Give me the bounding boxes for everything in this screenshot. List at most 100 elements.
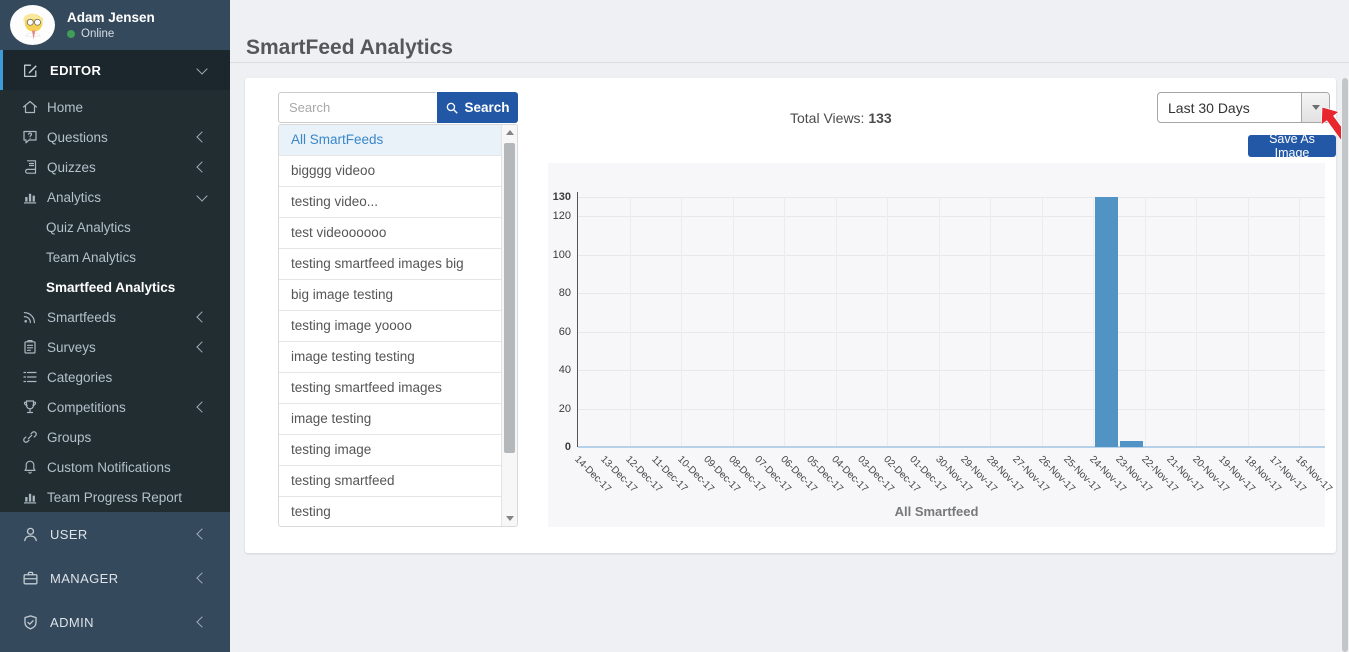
gridline-v	[681, 197, 683, 447]
sidebar-section-editor-label: EDITOR	[50, 62, 102, 78]
smartfeed-list-item[interactable]: bigggg videoo	[279, 156, 501, 187]
sidebar-item-team-analytics[interactable]: Team Analytics	[0, 242, 230, 272]
sidebar-section-manager[interactable]: MANAGER	[0, 556, 230, 600]
bell-icon	[22, 459, 38, 475]
gridline-h	[578, 197, 1325, 198]
sidebar-item-quizzes[interactable]: Quizzes	[0, 152, 230, 182]
total-views-value: 133	[868, 110, 892, 126]
chevron-left-icon	[196, 341, 208, 353]
gridline-v	[732, 197, 734, 447]
gridline-v	[784, 197, 786, 447]
trophy-icon	[22, 399, 38, 415]
smartfeed-list-item[interactable]: testing smartfeed	[279, 466, 501, 497]
sidebar-bottom-sections: USER MANAGER ADMIN	[0, 512, 230, 644]
scroll-up-icon[interactable]	[502, 125, 517, 140]
sidebar-section-label: USER	[50, 526, 88, 542]
gridline-v	[1247, 197, 1249, 447]
chevron-left-icon	[196, 311, 208, 323]
sidebar-item-label: Smartfeeds	[47, 309, 117, 325]
search-button[interactable]: Search	[437, 92, 518, 123]
sidebar-item-groups[interactable]: Groups	[0, 422, 230, 452]
search-input[interactable]	[278, 92, 436, 123]
y-axis-tick-label: 20	[558, 402, 571, 415]
avatar	[10, 5, 55, 45]
sidebar-item-home[interactable]: Home	[0, 92, 230, 122]
search-button-label: Search	[464, 100, 510, 115]
sidebar-item-label: Smartfeed Analytics	[46, 279, 176, 295]
save-as-image-button[interactable]: Save As Image	[1248, 132, 1336, 160]
date-range-dropdown[interactable]: Last 30 Days	[1157, 92, 1330, 123]
gridline-h	[578, 254, 1325, 256]
gridline-v	[1041, 197, 1043, 447]
sidebar-item-label: Questions	[47, 129, 108, 145]
avatar-image	[13, 7, 52, 43]
sidebar-section-admin[interactable]: ADMIN	[0, 600, 230, 644]
edit-icon	[22, 62, 39, 79]
smartfeed-list-item[interactable]: image testing	[279, 404, 501, 435]
sidebar-section-user[interactable]: USER	[0, 512, 230, 556]
y-axis-tick-label: 60	[558, 325, 571, 338]
scroll-down-icon[interactable]	[502, 511, 517, 526]
total-views-label: Total Views:	[790, 110, 865, 126]
user-status-label: Online	[81, 28, 115, 40]
gridline-h	[578, 331, 1325, 333]
sidebar-menu: Home Questions Quizzes Analytics Quiz Analyt…	[0, 90, 230, 512]
sidebar-section-editor[interactable]: EDITOR	[0, 50, 230, 90]
link-icon	[22, 429, 38, 445]
smartfeed-list-item[interactable]: testing smartfeed images big	[279, 249, 501, 280]
bar-chart-icon	[22, 489, 38, 505]
smartfeed-list-item[interactable]: testing video...	[279, 187, 501, 218]
smartfeed-list-item[interactable]: image testing testing	[279, 342, 501, 373]
gridline-v	[1196, 197, 1198, 447]
clipboard-icon	[22, 339, 38, 355]
gridline-v	[938, 197, 940, 447]
y-axis-tick-label: 120	[552, 210, 571, 223]
sidebar-item-categories[interactable]: Categories	[0, 362, 230, 392]
chevron-left-icon	[196, 131, 208, 143]
y-axis-tick-label: 100	[552, 248, 571, 261]
smartfeed-list-item[interactable]: All SmartFeeds	[279, 125, 501, 156]
smartfeed-list: All SmartFeeds bigggg videoo testing video…	[278, 124, 518, 527]
window-scrollbar-thumb[interactable]	[1342, 78, 1348, 652]
sidebar-item-label: Groups	[47, 429, 92, 445]
user-meta: Adam Jensen Online	[67, 10, 155, 40]
user-name: Adam Jensen	[67, 10, 155, 25]
smartfeed-list-item[interactable]: big image testing	[279, 280, 501, 311]
smartfeed-list-item[interactable]: test videoooooo	[279, 218, 501, 249]
sidebar-item-analytics[interactable]: Analytics	[0, 182, 230, 212]
list-scrollbar-thumb[interactable]	[504, 143, 515, 453]
chevron-left-icon	[196, 161, 208, 173]
y-axis-tick-label: 40	[558, 364, 571, 377]
caret-down-icon	[1311, 105, 1320, 110]
sidebar-item-surveys[interactable]: Surveys	[0, 332, 230, 362]
chevron-left-icon	[196, 616, 208, 628]
smartfeed-list-item[interactable]: testing image yoooo	[279, 311, 501, 342]
smartfeed-list-item[interactable]: testing	[279, 497, 501, 526]
sidebar-item-quiz-analytics[interactable]: Quiz Analytics	[0, 212, 230, 242]
gridline-h	[578, 216, 1325, 218]
chart-area: 0 20 40 60 80 100 120 130 14-Dec-17 13-Dec-17 12-D…	[548, 163, 1334, 527]
gridline-v	[990, 197, 992, 447]
window-scrollbar[interactable]	[1341, 78, 1349, 652]
sidebar-item-competitions[interactable]: Competitions	[0, 392, 230, 422]
user-panel: Adam Jensen Online	[0, 0, 230, 50]
zero-baseline	[578, 446, 1325, 448]
sidebar-item-team-progress-report[interactable]: Team Progress Report	[0, 482, 230, 512]
sidebar: Adam Jensen Online EDITOR Home Questions Q…	[0, 0, 230, 652]
smartfeed-list-item[interactable]: testing image	[279, 435, 501, 466]
chart-x-axis-title: All Smartfeed	[894, 504, 979, 519]
gridline-v	[1093, 197, 1095, 447]
briefcase-icon	[22, 570, 39, 587]
shield-icon	[22, 614, 39, 631]
list-scrollbar[interactable]	[501, 125, 517, 526]
question-bubble-icon	[22, 129, 38, 145]
y-axis-tick-label: 0	[564, 441, 571, 453]
sidebar-item-smartfeed-analytics[interactable]: Smartfeed Analytics	[0, 272, 230, 302]
smartfeed-list-item[interactable]: testing smartfeed images	[279, 373, 501, 404]
sidebar-item-label: Custom Notifications	[47, 459, 171, 475]
sidebar-item-custom-notifications[interactable]: Custom Notifications	[0, 452, 230, 482]
sidebar-item-questions[interactable]: Questions	[0, 122, 230, 152]
sidebar-item-smartfeeds[interactable]: Smartfeeds	[0, 302, 230, 332]
chevron-left-icon	[196, 401, 208, 413]
gridline-v	[1299, 197, 1301, 447]
